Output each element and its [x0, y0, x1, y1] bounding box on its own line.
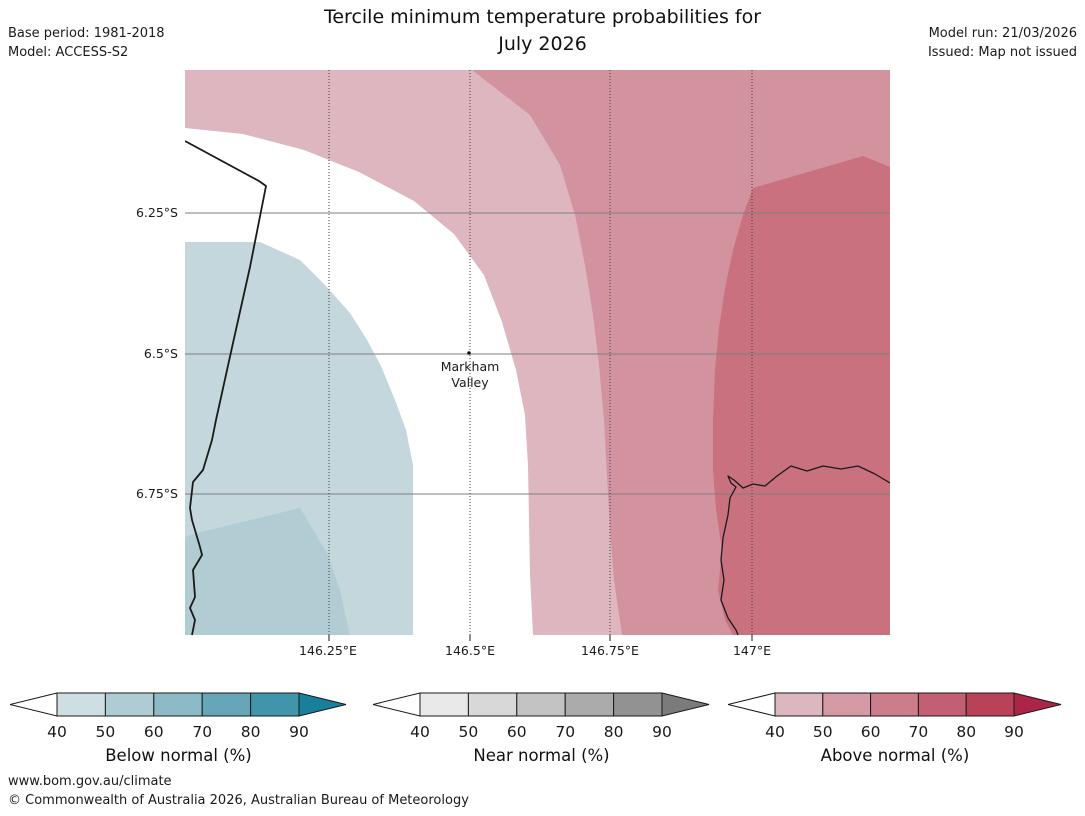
- legend-tick-label: 70: [909, 723, 929, 741]
- legend-arrow-left: [372, 692, 421, 717]
- legend-segment: [153, 692, 203, 717]
- meta-left: Base period: 1981-2018 Model: ACCESS-S2: [8, 24, 165, 62]
- legend-tick-label: 60: [507, 723, 527, 741]
- legend-segment: [516, 692, 566, 717]
- issued-text: Issued: Map not issued: [927, 45, 1077, 60]
- legend-segment: [56, 692, 106, 717]
- legend-tick-label: 50: [96, 723, 116, 741]
- legend-tick-label: 80: [241, 723, 261, 741]
- lon-label: 146.25°E: [299, 643, 357, 658]
- lon-label: 147°E: [732, 643, 771, 658]
- legend-tick-label: 40: [765, 723, 785, 741]
- legend-segment: [104, 692, 155, 717]
- legend-segment: [965, 692, 1015, 717]
- legend-tick-label: 60: [861, 723, 881, 741]
- near-normal-legend: 40 50 60 70 80 90 Near normal (%): [372, 691, 710, 765]
- base-period-text: Base period: 1981-2018: [8, 26, 165, 41]
- lat-label: 6.75°S: [135, 486, 178, 501]
- legend-segment: [822, 692, 872, 717]
- legend-tick-label: 50: [813, 723, 833, 741]
- legend-segment: [564, 692, 615, 717]
- place-label-line1: Markham: [440, 359, 500, 374]
- title-line-2: July 2026: [498, 33, 587, 55]
- border-path: [720, 465, 891, 636]
- legend-tick-label: 40: [410, 723, 430, 741]
- footer-copyright: © Commonwealth of Australia 2026, Austra…: [8, 793, 469, 808]
- map-svg: [184, 70, 891, 641]
- legend-tick-label: 90: [1004, 723, 1024, 741]
- legend-segment: [917, 692, 967, 717]
- lat-label: 6.5°S: [143, 346, 178, 361]
- legend-tick-label: 60: [144, 723, 164, 741]
- legend-tick-label: 90: [652, 723, 672, 741]
- legend-tick-label: 80: [604, 723, 624, 741]
- legend-segment: [870, 692, 919, 717]
- map-canvas: [184, 70, 891, 642]
- map-region-below-normal-50-60: [185, 508, 350, 635]
- lon-label: 146.75°E: [581, 643, 639, 658]
- below-normal-legend-bar: 40 50 60 70 80 90: [9, 692, 347, 741]
- near-normal-legend-bar: 40 50 60 70 80 90: [372, 692, 710, 741]
- legend-tick-label: 70: [192, 723, 212, 741]
- place-marker-dot: [467, 351, 471, 355]
- above-normal-legend-caption: Above normal (%): [820, 746, 970, 765]
- near-normal-legend-caption: Near normal (%): [473, 746, 610, 765]
- footer-url: www.bom.gov.au/climate: [8, 774, 172, 789]
- model-run-text: Model run: 21/03/2026: [928, 26, 1077, 41]
- legend-tick-label: 70: [555, 723, 575, 741]
- legend-tick-label: 80: [956, 723, 976, 741]
- below-normal-legend: 40 50 60 70 80 90 Below normal (%): [9, 691, 347, 765]
- legend-segment: [250, 692, 300, 717]
- legend-tick-label: 90: [289, 723, 309, 741]
- below-normal-legend-caption: Below normal (%): [105, 746, 252, 765]
- legend-arrow-right: [298, 692, 347, 717]
- model-text: Model: ACCESS-S2: [8, 45, 129, 60]
- above-normal-legend-bar: 40 50 60 70 80 90: [727, 692, 1062, 741]
- place-label-line2: Valley: [451, 375, 489, 390]
- legend-segment: [419, 692, 469, 717]
- page-title: Tercile minimum temperature probabilitie…: [0, 4, 1085, 58]
- coastline-path: [184, 140, 267, 636]
- legend-segment: [774, 692, 824, 717]
- legend-segment: [613, 692, 663, 717]
- map-region-above-normal-60-70: [713, 156, 890, 635]
- legend-tick-label: 40: [47, 723, 67, 741]
- place-label-markham-valley: Markham Valley: [415, 359, 525, 391]
- legend-segment: [201, 692, 252, 717]
- legend-arrow-right: [1013, 692, 1062, 717]
- legend-arrow-left: [727, 692, 776, 717]
- lon-label: 146.5°E: [445, 643, 495, 658]
- legend-tick-label: 50: [459, 723, 479, 741]
- lat-label: 6.25°S: [135, 205, 178, 220]
- above-normal-legend: 40 50 60 70 80 90 Above normal (%): [727, 691, 1062, 765]
- legend-arrow-left: [9, 692, 58, 717]
- legend-segment: [467, 692, 518, 717]
- meta-right: Model run: 21/03/2026 Issued: Map not is…: [928, 24, 1077, 62]
- title-line-1: Tercile minimum temperature probabilitie…: [323, 6, 762, 28]
- legend-arrow-right: [661, 692, 710, 717]
